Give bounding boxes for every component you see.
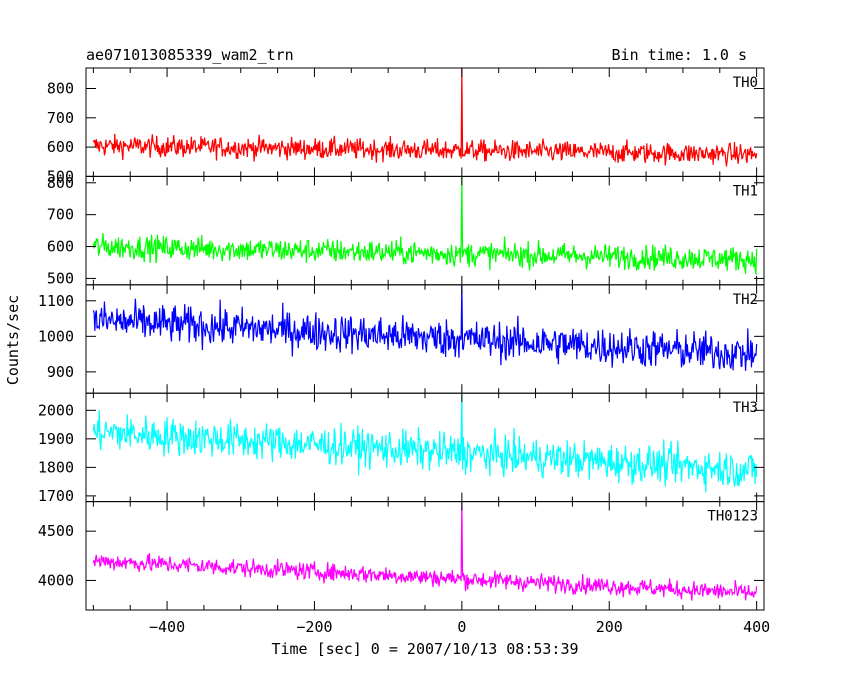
y-tick-label: 800: [47, 80, 74, 98]
chart-title: ae071013085339_wam2_trn: [86, 46, 294, 64]
series-label-th3: TH3: [733, 400, 758, 416]
series-th1-line: [92, 176, 758, 275]
x-axis-label: Time [sec] 0 = 2007/10/13 08:53:39: [271, 640, 578, 658]
y-tick-label: 600: [47, 238, 74, 256]
y-tick-label: 1800: [38, 458, 74, 476]
y-tick-label: 4000: [38, 571, 74, 589]
x-tick-label: 0: [457, 618, 466, 636]
panels-group: 500 600 700 800 TH0 500 600 700 800 TH1 900 1000 110…: [38, 67, 770, 636]
series-label-th0123: TH0123: [707, 509, 758, 525]
y-tick-label: 900: [47, 363, 74, 381]
x-tick-label: −400: [149, 618, 185, 636]
panel-frame-th0123: [85, 501, 765, 611]
y-tick-label: 1900: [38, 430, 74, 448]
series-label-th0: TH0: [733, 75, 758, 91]
y-tick-label: 1700: [38, 487, 74, 505]
y-tick-label: 4500: [38, 522, 74, 540]
y-tick-label: 700: [47, 206, 74, 224]
y-tick-label: 600: [47, 138, 74, 156]
y-tick-label: 500: [47, 167, 74, 185]
x-tick-label: 400: [743, 618, 770, 636]
x-tick-label: −200: [296, 618, 332, 636]
panel-frame-th0: [85, 67, 765, 177]
x-tick-label: 200: [596, 618, 623, 636]
panel-frame-th1: [85, 175, 765, 286]
y-axis-label: Counts/sec: [4, 295, 22, 385]
y-tick-label: 800: [47, 174, 74, 192]
series-th3-line: [92, 393, 758, 493]
y-tick-label: 500: [47, 269, 74, 287]
y-tick-label: 1000: [38, 327, 74, 345]
series-th2-line: [92, 284, 758, 371]
series-th0123-line: [92, 501, 758, 601]
y-tick-label: 1100: [38, 292, 74, 310]
series-th0-line: [92, 68, 758, 167]
series-label-th2: TH2: [733, 292, 758, 308]
series-label-th1: TH1: [733, 183, 758, 199]
y-tick-label: 700: [47, 109, 74, 127]
y-tick-label: 2000: [38, 401, 74, 419]
bin-time-label: Bin time: 1.0 s: [612, 46, 747, 64]
